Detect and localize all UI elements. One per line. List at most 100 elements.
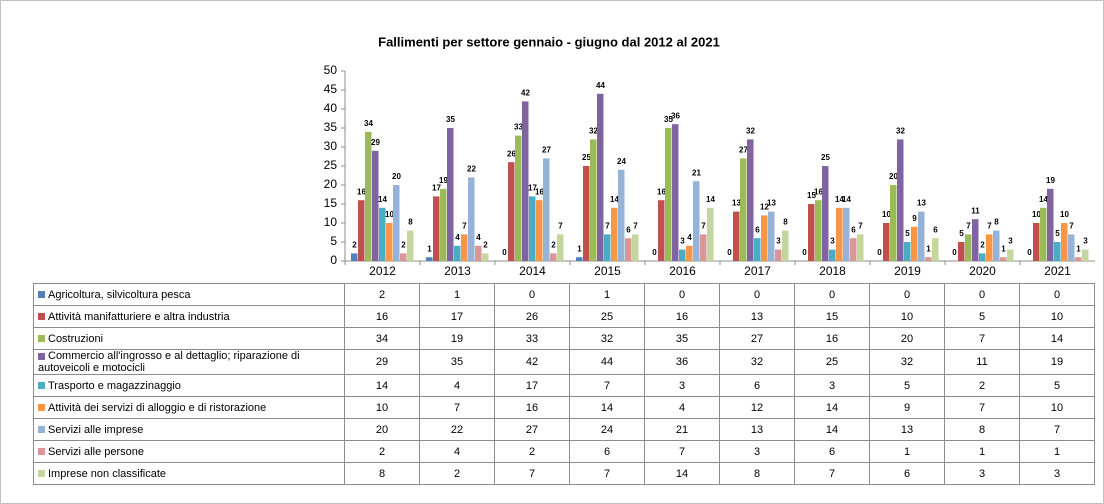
- bar: [543, 158, 550, 261]
- table-cell: 27: [719, 327, 795, 350]
- data-label: 2: [980, 241, 985, 250]
- table-cell: 3: [644, 374, 720, 397]
- legend-key: [38, 404, 45, 412]
- table-cell: 10: [344, 396, 420, 419]
- legend-cell: Costruzioni: [33, 327, 345, 350]
- bar: [1082, 249, 1089, 261]
- table-cell: 3: [794, 374, 870, 397]
- bar: [1075, 257, 1082, 261]
- legend-key: [38, 335, 45, 343]
- bar: [918, 211, 925, 261]
- table-cell: 2: [419, 462, 495, 485]
- table-cell: 16: [494, 396, 570, 419]
- bar: [972, 219, 979, 261]
- data-label: 7: [701, 222, 706, 231]
- x-tick-label: 2016: [669, 264, 696, 278]
- data-label: 36: [671, 111, 680, 120]
- table-cell: 22: [419, 418, 495, 441]
- data-label: 11: [971, 206, 980, 215]
- y-tick-label: 50: [324, 63, 338, 77]
- table-row: Imprese non classificate 8 2 7 7 14 8 7 6 3 3: [33, 462, 1095, 485]
- data-label: 1: [577, 244, 582, 253]
- bar: [590, 139, 597, 261]
- bar: [618, 169, 625, 261]
- table-cell: 0: [719, 283, 795, 306]
- table-row: Attività manifatturiere e altra industri…: [33, 305, 1095, 328]
- data-label: 3: [1083, 237, 1088, 246]
- bar: [775, 249, 782, 261]
- x-tick-label: 2021: [1044, 264, 1071, 278]
- bar: [993, 230, 1000, 261]
- bar: [925, 257, 932, 261]
- data-label: 14: [835, 195, 844, 204]
- table-cell: 1: [569, 283, 645, 306]
- legend-label: Servizi alle persone: [48, 445, 144, 458]
- data-label: 3: [776, 237, 781, 246]
- bar: [958, 242, 965, 261]
- table-cell: 21: [644, 418, 720, 441]
- legend-cell: Servizi alle persone: [33, 440, 345, 463]
- table-cell: 16: [344, 305, 420, 328]
- table-row: Trasporto e magazzinaggio 14 4 17 7 3 6 3 5 2 5: [33, 374, 1095, 397]
- data-label: 1: [427, 244, 432, 253]
- bar: [358, 200, 365, 261]
- bar: [808, 204, 815, 261]
- table-cell: 3: [1019, 462, 1095, 485]
- table-row: Agricoltura, silvicoltura pesca 2 1 0 1 0 0 0 0 0…: [33, 283, 1095, 306]
- data-label: 19: [1046, 176, 1055, 185]
- data-label: 10: [1060, 210, 1069, 219]
- table-cell: 7: [419, 396, 495, 419]
- data-label: 25: [582, 153, 591, 162]
- bar: [911, 226, 918, 261]
- table-cell: 9: [869, 396, 945, 419]
- table-cell: 7: [1019, 418, 1095, 441]
- data-label: 7: [605, 222, 610, 231]
- table-cell: 33: [494, 327, 570, 350]
- data-label: 7: [558, 222, 563, 231]
- bar: [850, 238, 857, 261]
- data-label: 16: [814, 187, 823, 196]
- bar: [836, 207, 843, 261]
- data-label: 33: [514, 123, 523, 132]
- table-cell: 7: [569, 374, 645, 397]
- y-tick-label: 0: [330, 253, 337, 267]
- table-cell: 1: [1019, 440, 1095, 463]
- data-label: 27: [542, 146, 551, 155]
- bar: [426, 257, 433, 261]
- data-label: 32: [896, 127, 905, 136]
- x-tick-label: 2014: [519, 264, 546, 278]
- data-label: 14: [610, 195, 619, 204]
- bar: [829, 249, 836, 261]
- table-cell: 8: [719, 462, 795, 485]
- y-tick-label: 15: [324, 196, 338, 210]
- data-label: 3: [1008, 237, 1013, 246]
- chart-title: Fallimenti per settore gennaio - giugno …: [378, 34, 720, 49]
- table-row: Servizi alle imprese 20 22 27 24 21 13 14 13 8 7: [33, 418, 1095, 441]
- table-cell: 6: [794, 440, 870, 463]
- data-label: 3: [830, 237, 835, 246]
- bar: [351, 253, 358, 261]
- bar: [890, 185, 897, 261]
- data-label: 2: [352, 241, 357, 250]
- bar: [693, 181, 700, 261]
- data-label: 15: [807, 191, 816, 200]
- bar: [1040, 207, 1047, 261]
- data-label: 7: [987, 222, 992, 231]
- data-label: 32: [746, 127, 755, 136]
- bar: [365, 131, 372, 261]
- legend-cell: Attività dei servizi di alloggio e di ri…: [33, 396, 345, 419]
- table-cell: 36: [644, 349, 720, 375]
- data-label: 32: [589, 127, 598, 136]
- table-cell: 32: [719, 349, 795, 375]
- legend-key: [38, 426, 45, 434]
- legend-label: Attività manifatturiere e altra industri…: [48, 310, 230, 323]
- data-label: 2: [401, 241, 406, 250]
- y-tick-label: 45: [324, 82, 338, 96]
- table-cell: 5: [869, 374, 945, 397]
- x-tick-label: 2019: [894, 264, 921, 278]
- table-cell: 2: [494, 440, 570, 463]
- bar: [379, 207, 386, 261]
- table-cell: 2: [344, 283, 420, 306]
- legend-key: [38, 470, 45, 478]
- legend-cell: Trasporto e magazzinaggio: [33, 374, 345, 397]
